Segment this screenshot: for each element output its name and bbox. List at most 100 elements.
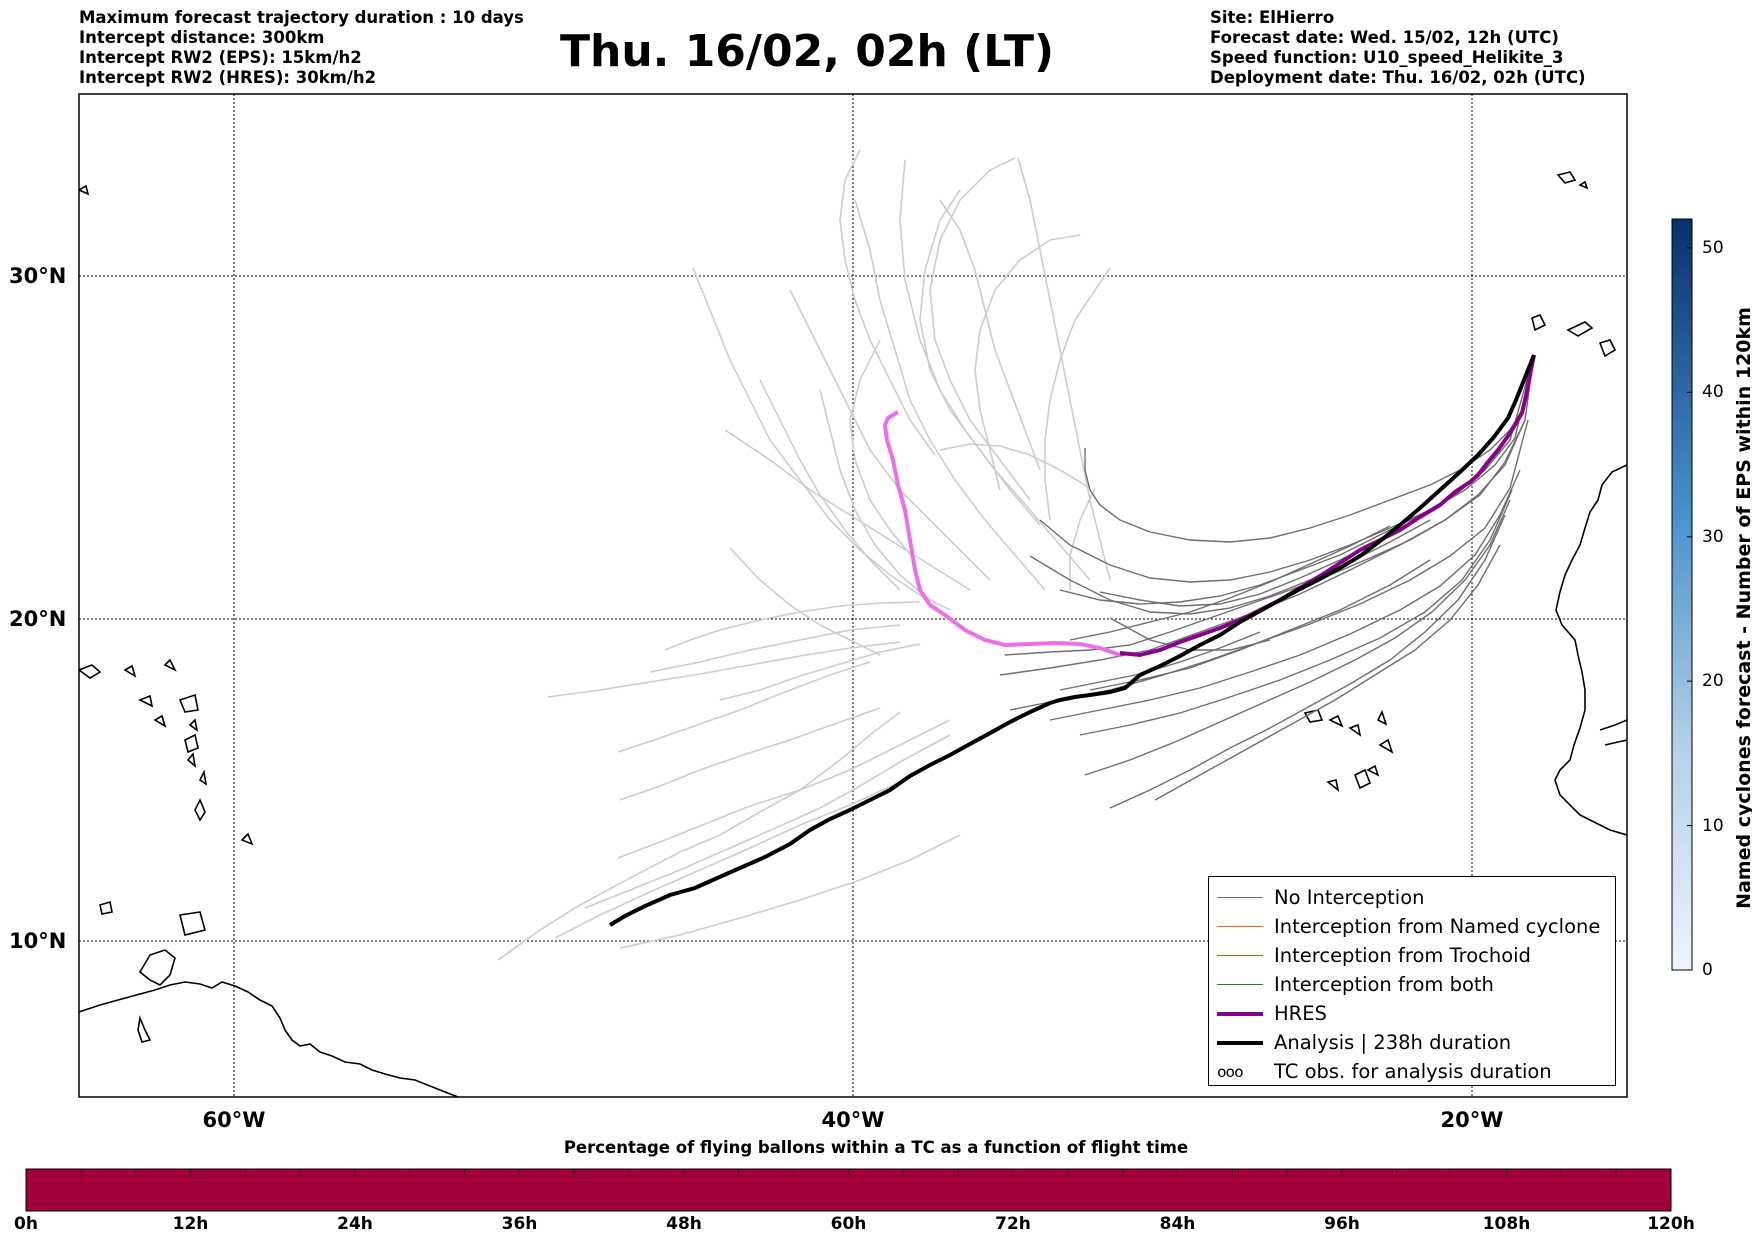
header-right: Site: ElHierro Forecast date: Wed. 15/02… bbox=[1210, 8, 1586, 88]
time-colorbar-tick-label: 0h bbox=[14, 1214, 38, 1234]
vertical-colorbar-tick-label: 10 bbox=[1702, 815, 1724, 836]
legend-tc-obs: ໐໐໐ TC obs. for analysis duration bbox=[1209, 1057, 1615, 1086]
lon-label-60w: 60°W bbox=[202, 1108, 266, 1132]
coastline-madeira bbox=[1556, 171, 1589, 190]
header-right-line: Forecast date: Wed. 15/02, 12h (UTC) bbox=[1210, 28, 1559, 47]
vertical-colorbar-tick-label: 20 bbox=[1702, 671, 1724, 692]
time-colorbar-tick-label: 72h bbox=[995, 1214, 1031, 1234]
header-right-line: Speed function: U10_speed_Helikite_3 bbox=[1210, 48, 1564, 67]
time-colorbar-tick-label: 96h bbox=[1324, 1214, 1360, 1234]
legend-line-swatch bbox=[1217, 925, 1263, 927]
eps-trajectory-light bbox=[664, 601, 921, 651]
lon-label-20w: 20°W bbox=[1440, 1108, 1504, 1132]
eps-trajectory-light bbox=[649, 624, 901, 673]
eps-trajectory-dark bbox=[1154, 544, 1501, 801]
vertical-colorbar-tick-label: 0 bbox=[1702, 960, 1713, 980]
analysis-trajectory bbox=[608, 354, 1536, 927]
legend-both: Interception from both bbox=[1209, 970, 1615, 999]
eps-trajectory-dark bbox=[1079, 489, 1513, 736]
vertical-colorbar-tick-label: 40 bbox=[1702, 382, 1724, 403]
eps-trajectory-light bbox=[692, 267, 951, 611]
legend-line-swatch bbox=[1217, 1011, 1263, 1016]
legend-label: Analysis | 238h duration bbox=[1274, 1031, 1512, 1054]
coastline-africa-detail bbox=[1599, 719, 1627, 746]
eps-trajectory-dark bbox=[1039, 354, 1535, 583]
eps-trajectory-dark bbox=[1109, 617, 1271, 651]
eps-trajectory-dark bbox=[1099, 539, 1381, 607]
coastline-cape-verde bbox=[1303, 709, 1394, 792]
eps-trajectory-light bbox=[849, 339, 916, 561]
legend-label: TC obs. for analysis duration bbox=[1274, 1060, 1552, 1083]
header-left-line: Maximum forecast trajectory duration : 1… bbox=[79, 8, 524, 27]
legend-analysis: Analysis | 238h duration bbox=[1209, 1028, 1615, 1057]
time-colorbar-tick-label: 60h bbox=[830, 1214, 867, 1234]
eps-trajectory-light bbox=[719, 643, 921, 701]
time-colorbar-title: Percentage of flying ballons within a TC… bbox=[563, 1138, 1189, 1157]
vertical-colorbar bbox=[1671, 218, 1693, 971]
coastline-leeward bbox=[79, 658, 177, 728]
legend-hres: HRES bbox=[1209, 999, 1615, 1028]
header-left-line: Intercept RW2 (HRES): 30km/h2 bbox=[79, 68, 377, 87]
time-colorbar-tick-label: 24h bbox=[337, 1214, 373, 1234]
legend-label: Interception from both bbox=[1274, 973, 1494, 996]
time-colorbar-tick-label: 120h bbox=[1647, 1214, 1695, 1234]
eps-trajectory-light bbox=[854, 199, 1046, 591]
coastline-windward bbox=[178, 693, 254, 846]
coastline-lake bbox=[138, 949, 176, 986]
coastline-guyana bbox=[137, 1015, 152, 1043]
eps-trajectory-dark bbox=[1009, 419, 1529, 711]
eps-trajectory-dark bbox=[1084, 354, 1535, 543]
lat-label-10n: 10°N bbox=[9, 929, 67, 953]
coastline-antilles-north bbox=[79, 184, 90, 196]
hres-trajectory-faded bbox=[882, 410, 1121, 657]
eps-trajectory-light bbox=[1069, 487, 1096, 590]
legend-label: Interception from Trochoid bbox=[1274, 944, 1531, 967]
eps-trajectory-light bbox=[584, 734, 951, 909]
eps-trajectory-light bbox=[839, 149, 936, 456]
legend-line-swatch bbox=[1217, 1040, 1263, 1045]
coastline-island-trinidad bbox=[179, 911, 206, 936]
time-colorbar-tick-label: 48h bbox=[666, 1214, 702, 1234]
vertical-colorbar-tick-label: 30 bbox=[1702, 526, 1724, 547]
legend-no-interception: No Interception bbox=[1209, 883, 1615, 912]
tc-symbol-icon: ໐໐໐ bbox=[1217, 1062, 1244, 1081]
header-left-line: Intercept RW2 (EPS): 15km/h2 bbox=[79, 48, 362, 67]
vertical-colorbar-label: Named cyclones forecast - Number of EPS … bbox=[1733, 307, 1752, 909]
vertical-colorbar-tick-label: 50 bbox=[1702, 237, 1724, 258]
eps-trajectory-light bbox=[759, 379, 901, 591]
lat-label-30n: 30°N bbox=[9, 264, 67, 288]
time-colorbar-tick-label: 12h bbox=[172, 1214, 209, 1234]
lat-label-20n: 20°N bbox=[9, 607, 67, 631]
eps-trajectory-dark bbox=[1109, 514, 1506, 809]
eps-trajectory-light bbox=[899, 159, 1091, 581]
eps-light-trajectories bbox=[497, 149, 1111, 961]
legend-label: HRES bbox=[1274, 1002, 1327, 1025]
eps-trajectory-dark bbox=[1049, 469, 1521, 721]
eps-trajectory-light bbox=[929, 157, 1031, 501]
legend-label: Interception from Named cyclone bbox=[1274, 915, 1601, 938]
eps-dark-trajectories bbox=[999, 354, 1535, 809]
eps-trajectory-light bbox=[919, 189, 1041, 526]
coastline-island-small bbox=[99, 900, 113, 915]
eps-trajectory-light bbox=[729, 547, 881, 656]
eps-trajectory-light bbox=[724, 429, 971, 591]
header-right-line: Deployment date: Thu. 16/02, 02h (UTC) bbox=[1210, 68, 1586, 87]
eps-trajectory-light bbox=[789, 289, 991, 581]
coastline-south-america bbox=[79, 981, 459, 1097]
eps-trajectory-dark bbox=[1004, 354, 1535, 656]
eps-trajectory-light bbox=[819, 389, 931, 601]
eps-trajectory-light bbox=[617, 661, 871, 753]
time-colorbar-tick-label: 36h bbox=[501, 1214, 538, 1234]
eps-trajectory-light bbox=[619, 834, 961, 949]
map-title: Thu. 16/02, 02h (LT) bbox=[560, 26, 1055, 77]
eps-trajectory-light bbox=[1017, 157, 1111, 581]
eps-trajectory-dark bbox=[1069, 525, 1391, 641]
time-colorbar-tick-label: 84h bbox=[1159, 1214, 1196, 1234]
coastline-africa bbox=[1554, 464, 1627, 836]
eps-trajectory-light bbox=[939, 443, 1091, 489]
eps-trajectory-light bbox=[497, 711, 901, 961]
eps-trajectory-light bbox=[974, 234, 1081, 491]
eps-trajectory-light bbox=[939, 199, 1041, 471]
coastline-icon bbox=[79, 171, 1627, 1097]
eps-trajectory-dark bbox=[1084, 499, 1511, 776]
